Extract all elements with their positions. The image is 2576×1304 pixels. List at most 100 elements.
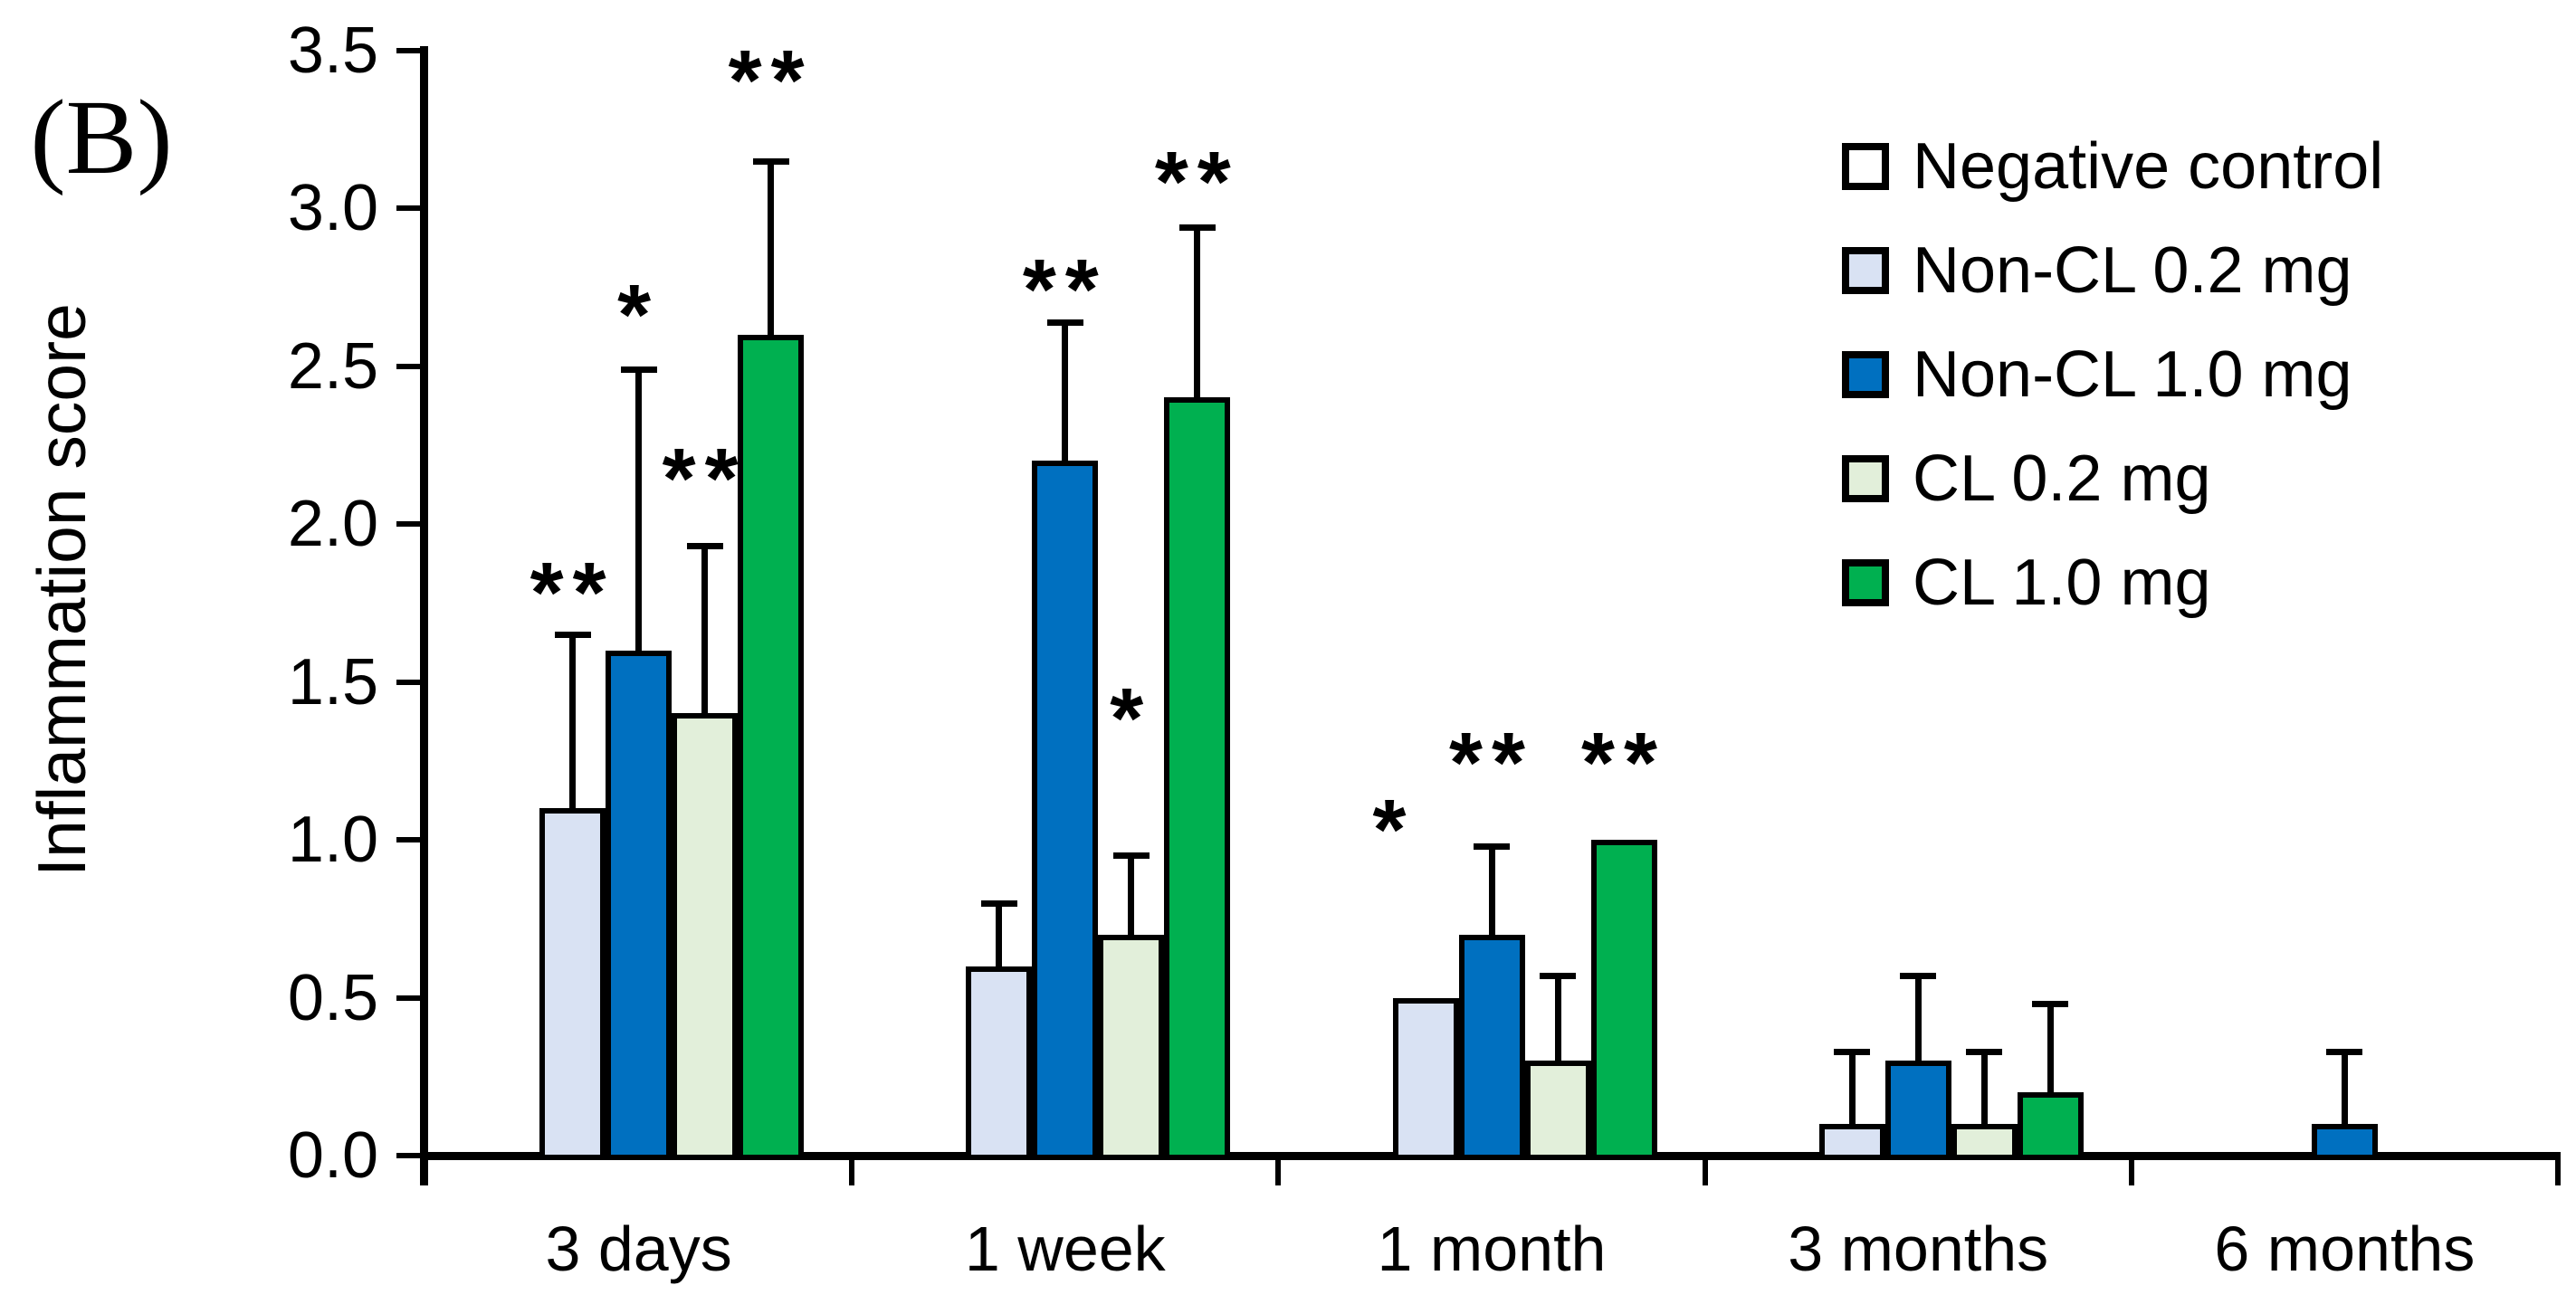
error-bar-cap — [1900, 973, 1937, 980]
error-bar — [1914, 976, 1922, 1061]
error-bar-cap — [1966, 1048, 2003, 1055]
significance-marker: ** — [1022, 241, 1108, 338]
bar-non-cl-1-0-mg — [1884, 1061, 1951, 1160]
y-tick-label: 3.0 — [287, 172, 378, 244]
y-tick — [396, 679, 420, 685]
y-tick — [396, 363, 420, 369]
error-bar-cap — [2032, 1001, 2069, 1008]
y-tick — [396, 837, 420, 842]
bar-cl-1-0-mg — [1164, 397, 1231, 1160]
error-bar-cap — [554, 632, 591, 639]
error-bar — [1848, 1051, 1856, 1125]
bar-cl-0-2-mg — [1098, 934, 1165, 1160]
y-tick — [396, 205, 420, 211]
significance-marker: ** — [662, 431, 748, 528]
error-bar-cap — [1540, 973, 1576, 980]
error-bar-cap — [686, 543, 723, 550]
significance-marker: ** — [530, 544, 615, 641]
x-category-label: 1 month — [1377, 1214, 1607, 1284]
legend-label: Non-CL 1.0 mg — [1913, 338, 2352, 411]
x-tick — [1702, 1156, 1708, 1185]
bar-non-cl-0-2-mg — [1392, 997, 1459, 1160]
legend-item: CL 1.0 mg — [1842, 547, 2383, 619]
x-category-label: 6 months — [2214, 1214, 2476, 1284]
error-bar — [1062, 321, 1069, 462]
y-axis-line — [419, 46, 428, 1185]
error-bar-cap — [1474, 842, 1510, 850]
x-tick — [1275, 1156, 1282, 1185]
error-bar-cap — [1178, 224, 1216, 231]
error-bar — [1488, 845, 1495, 935]
y-tick — [396, 1153, 420, 1158]
significance-marker: ** — [1154, 134, 1240, 231]
legend-swatch-icon — [1842, 351, 1889, 398]
error-bar — [996, 902, 1003, 966]
error-bar-cap — [1834, 1048, 1871, 1055]
x-tick — [2555, 1156, 2561, 1185]
bar-cl-0-2-mg — [1524, 1061, 1591, 1160]
bar-cl-0-2-mg — [1951, 1124, 2018, 1160]
legend-swatch-icon — [1842, 455, 1889, 502]
legend-label: CL 1.0 mg — [1913, 547, 2211, 619]
legend-label: Negative control — [1913, 130, 2384, 203]
y-tick-label: 1.0 — [287, 804, 378, 876]
panel-label: (B) — [30, 78, 173, 196]
y-tick — [396, 47, 420, 53]
y-tick-label: 3.5 — [287, 14, 378, 87]
y-tick-label: 2.5 — [287, 329, 378, 403]
y-axis-title: Inflammation score — [24, 303, 100, 877]
y-tick-label: 2.0 — [287, 488, 378, 560]
legend-item: Non-CL 1.0 mg — [1842, 338, 2383, 411]
x-tick — [2128, 1156, 2134, 1185]
significance-marker: * — [617, 266, 661, 363]
significance-marker: * — [1372, 781, 1416, 878]
y-tick-label: 0.0 — [287, 1119, 378, 1192]
legend-swatch-icon — [1842, 559, 1889, 606]
x-category-label: 1 week — [964, 1214, 1166, 1284]
error-bar — [569, 634, 577, 809]
x-tick — [849, 1156, 855, 1185]
legend-swatch-icon — [1842, 143, 1889, 190]
error-bar-cap — [2326, 1048, 2363, 1055]
y-tick-label: 0.5 — [287, 961, 378, 1034]
bar-non-cl-1-0-mg — [606, 650, 673, 1160]
y-tick-label: 1.5 — [287, 645, 378, 719]
bar-non-cl-0-2-mg — [1818, 1124, 1885, 1160]
legend: Negative control Non-CL 0.2 mg Non-CL 1.0 … — [1842, 130, 2383, 651]
error-bar — [701, 546, 709, 714]
error-bar-cap — [980, 899, 1017, 907]
significance-marker: ** — [1449, 715, 1534, 812]
y-tick — [396, 521, 420, 527]
legend-item: CL 0.2 mg — [1842, 443, 2383, 515]
bar-cl-1-0-mg — [2017, 1092, 2084, 1160]
legend-swatch-icon — [1842, 247, 1889, 294]
significance-marker: ** — [1581, 715, 1666, 812]
bar-cl-0-2-mg — [672, 713, 739, 1160]
y-tick — [396, 995, 420, 1001]
legend-item: Non-CL 0.2 mg — [1842, 234, 2383, 307]
error-bar-cap — [620, 366, 657, 373]
legend-item: Negative control — [1842, 130, 2383, 203]
error-bar — [2046, 1004, 2054, 1093]
bar-non-cl-1-0-mg — [1458, 934, 1525, 1160]
error-bar — [1554, 976, 1561, 1061]
x-category-label: 3 months — [1788, 1214, 2049, 1284]
significance-marker: ** — [728, 33, 814, 129]
bar-cl-1-0-mg — [1590, 840, 1657, 1160]
error-bar — [1194, 226, 1201, 398]
error-bar — [1128, 855, 1135, 935]
error-bar-cap — [752, 157, 789, 165]
error-bar-cap — [1112, 852, 1150, 860]
bar-cl-1-0-mg — [738, 334, 805, 1160]
bar-non-cl-0-2-mg — [966, 966, 1033, 1160]
x-category-label: 3 days — [545, 1214, 732, 1284]
significance-marker: * — [1110, 671, 1153, 767]
legend-label: Non-CL 0.2 mg — [1913, 234, 2352, 307]
bar-non-cl-1-0-mg — [1032, 461, 1099, 1160]
error-bar — [1980, 1051, 1988, 1125]
error-bar — [635, 368, 643, 651]
bar-non-cl-0-2-mg — [539, 808, 606, 1160]
legend-label: CL 0.2 mg — [1913, 443, 2211, 515]
error-bar — [768, 160, 775, 335]
